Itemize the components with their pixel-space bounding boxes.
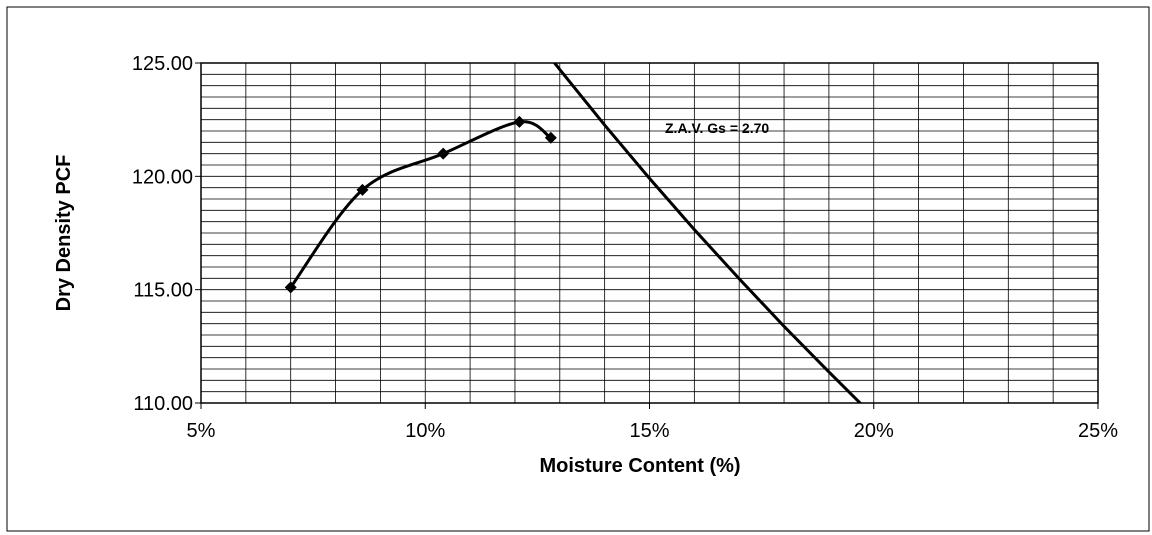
x-tick-label: 10% xyxy=(405,420,445,442)
y-axis-title: Dry Density PCF xyxy=(53,155,75,312)
y-tick-label: 120.00 xyxy=(132,166,193,188)
series-line xyxy=(552,63,863,403)
y-tick-label: 110.00 xyxy=(133,393,193,415)
data-point xyxy=(437,147,450,160)
y-tick-label: 125.00 xyxy=(132,53,193,75)
x-tick-label: 25% xyxy=(1078,420,1118,442)
x-tick-label: 20% xyxy=(854,420,894,442)
x-tick-label: 15% xyxy=(629,420,669,442)
data-point xyxy=(544,131,557,144)
series-line xyxy=(289,120,552,289)
data-point xyxy=(513,115,526,128)
annotation: Z.A.V. Gs = 2.70 xyxy=(665,120,769,136)
x-tick-label: 5% xyxy=(187,420,216,442)
data-point xyxy=(284,281,297,294)
plot-series xyxy=(284,63,863,403)
y-tick-label: 115.00 xyxy=(133,280,193,302)
data-point xyxy=(356,183,369,196)
x-axis-title: Moisture Content (%) xyxy=(539,455,740,477)
